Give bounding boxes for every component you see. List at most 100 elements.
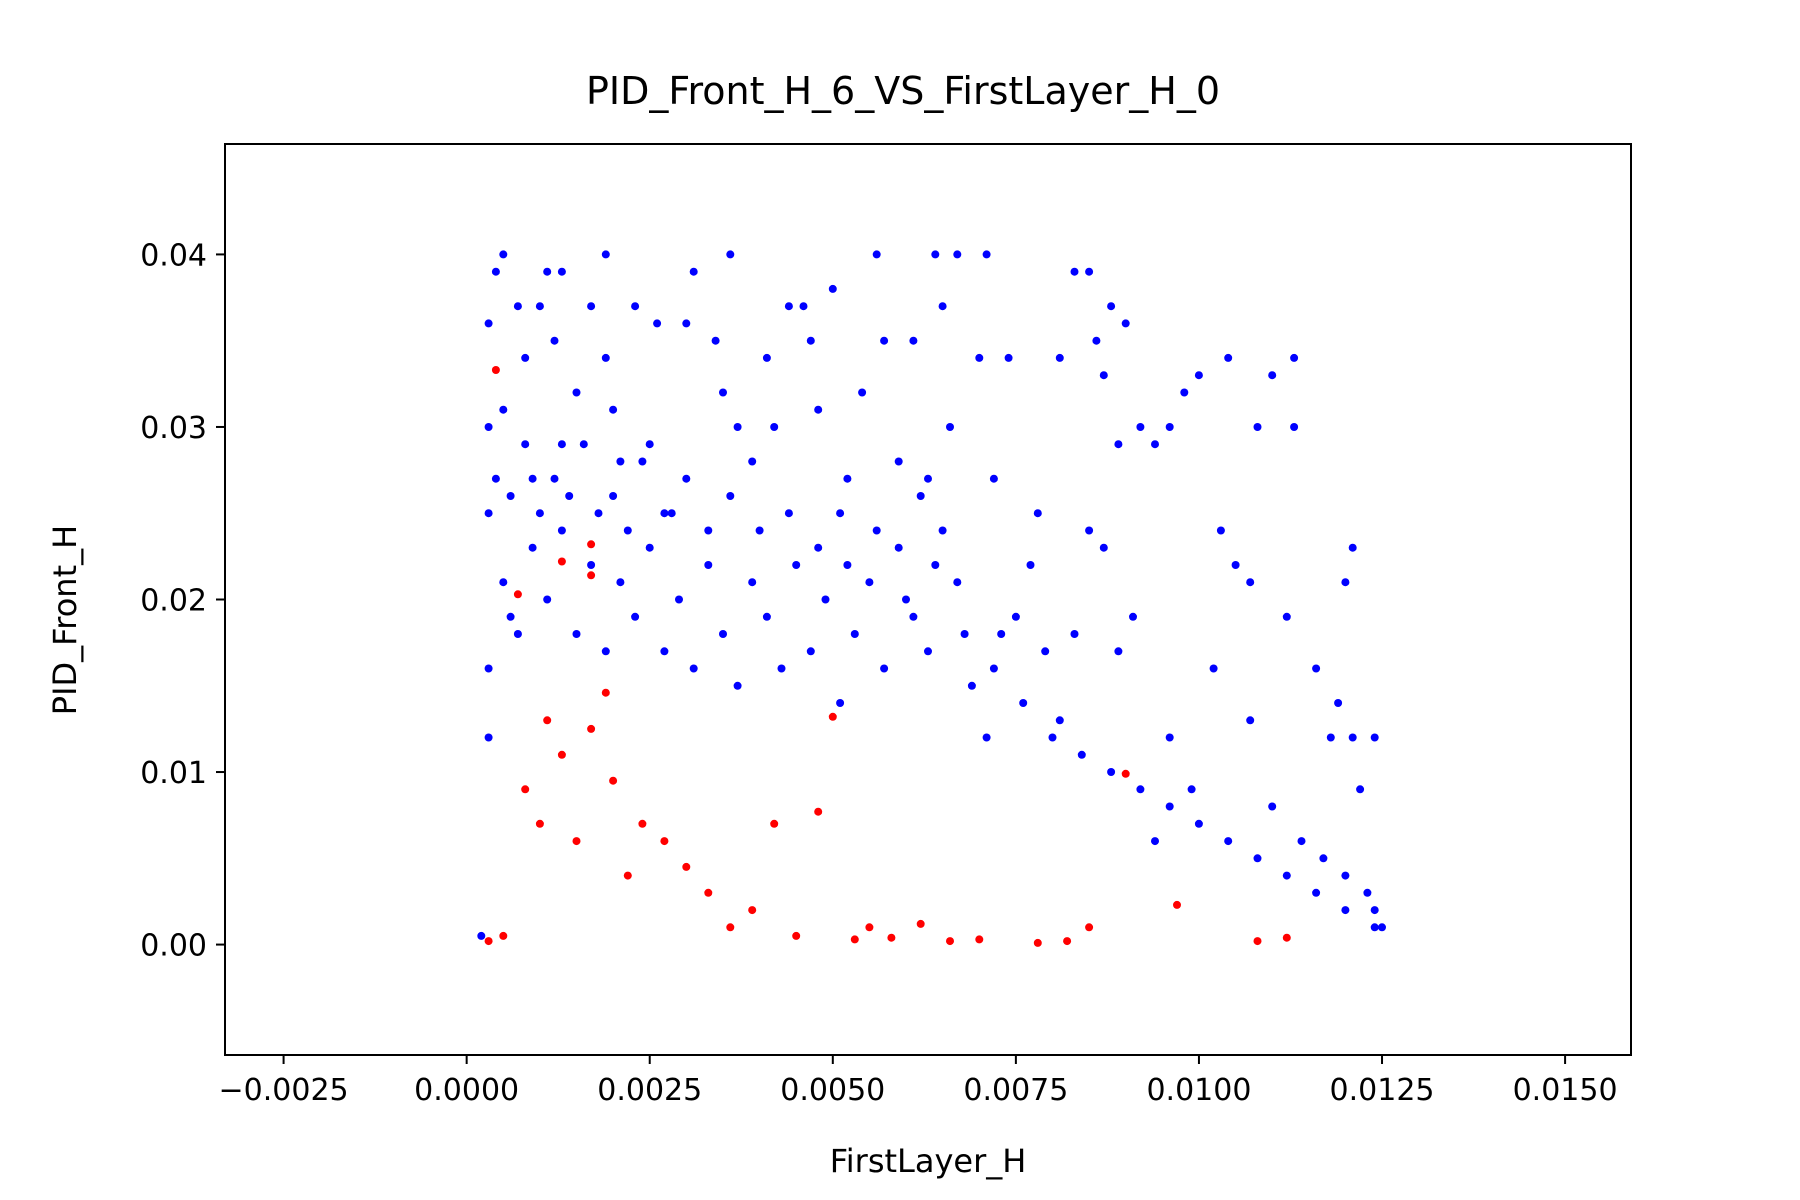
data-point [491,267,500,276]
data-point [909,336,918,345]
data-point [1319,854,1328,863]
data-point [557,526,566,535]
data-point [1231,561,1240,569]
data-point [1282,612,1291,621]
data-point [1107,768,1116,776]
data-point [1107,302,1116,311]
data-point [587,724,596,733]
data-point [799,302,808,311]
data-point [1099,543,1108,552]
data-point [1136,785,1145,794]
data-point [1297,837,1306,846]
data-point [916,492,925,500]
data-point [587,571,596,580]
data-point [1194,819,1203,828]
data-point [623,526,632,535]
data-point [609,776,618,785]
data-point [1224,837,1233,846]
data-point [843,474,852,483]
data-point [887,933,896,942]
data-point [557,440,566,449]
data-point [689,664,698,673]
data-point [814,405,823,414]
data-point [1209,664,1218,673]
data-point [872,250,881,259]
data-point [1253,423,1262,431]
data-point [850,935,859,944]
data-point [660,837,669,846]
data-point [836,509,845,518]
data-point [1341,578,1350,587]
x-tick-label: 0.0050 [780,1073,885,1108]
data-point [792,561,801,569]
data-point [484,664,493,673]
data-point [1077,750,1086,759]
x-axis-ticks: −0.0025 0.0000 0.0025 0.0050 0.0075 0.0100 0.0… [219,1055,1618,1108]
x-tick-label: 0.0075 [963,1073,1068,1108]
data-point [1370,733,1379,742]
data-point [484,509,493,518]
data-point [1312,888,1321,897]
data-point [506,612,515,621]
data-point [689,267,698,276]
data-point [916,919,925,928]
data-point [792,931,801,940]
data-point [1004,353,1013,362]
data-point [653,319,662,328]
data-point [931,250,940,259]
data-point [989,474,998,483]
data-point [609,492,618,500]
data-point [550,474,559,483]
data-point [1348,733,1357,742]
data-point [1180,388,1189,397]
data-point [902,595,910,604]
data-point [894,543,903,552]
data-point [601,647,610,656]
data-point [491,474,500,483]
data-point [1165,802,1174,811]
data-point [814,543,823,552]
y-tick-label: 0.00 [140,929,207,964]
data-point [631,612,640,621]
data-point [1173,900,1181,909]
data-point [1348,543,1357,552]
y-tick-label: 0.01 [140,756,207,791]
data-point [953,250,962,259]
data-point [638,457,647,466]
data-point [770,423,779,431]
data-point [484,319,493,328]
data-point [550,336,559,345]
data-point [1041,647,1050,656]
data-point [1114,440,1123,449]
data-point [616,457,625,466]
data-point [1246,578,1255,587]
data-point [682,319,691,328]
data-point [491,366,500,374]
x-tick-label: 0.0125 [1330,1073,1435,1108]
data-point [660,647,669,656]
data-point [1194,371,1203,380]
chart-title: PID_Front_H_6_VS_FirstLayer_H_0 [586,69,1220,113]
data-point [572,837,581,846]
data-point [1085,267,1094,276]
data-point [748,906,757,915]
data-point [880,336,889,345]
data-point [865,578,874,587]
y-tick-label: 0.03 [140,411,207,446]
data-point [1290,423,1299,431]
data-point [960,630,969,638]
data-point [1085,923,1094,932]
data-point [806,647,815,656]
data-point [484,937,493,946]
data-point [1334,699,1343,707]
data-point [762,353,771,362]
data-point [1019,699,1028,707]
data-point [1253,937,1262,946]
x-tick-label: 0.0150 [1513,1073,1618,1108]
data-point [1070,267,1079,276]
data-point [953,578,962,587]
data-point [1033,509,1042,518]
data-point [982,250,991,259]
data-point [484,423,493,431]
